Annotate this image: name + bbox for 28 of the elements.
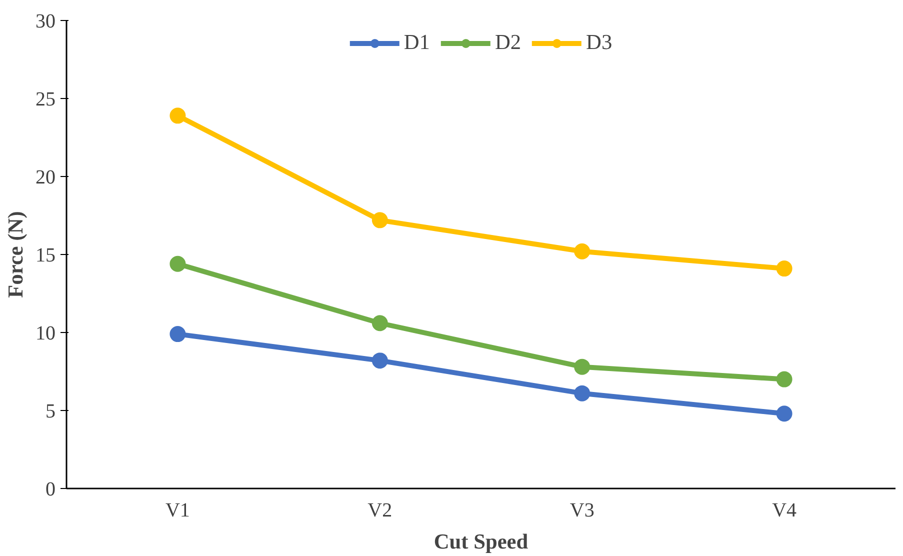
x-axis-title: Cut Speed xyxy=(434,530,528,554)
y-axis-title: Force (N) xyxy=(4,211,28,298)
y-tick-label: 5 xyxy=(46,400,56,422)
x-tick-label: V2 xyxy=(368,500,392,522)
y-tick-label: 15 xyxy=(36,244,56,266)
point xyxy=(574,243,590,260)
point xyxy=(170,326,186,342)
point xyxy=(170,256,186,272)
point xyxy=(776,371,792,388)
point xyxy=(574,358,590,375)
legend-label: D2 xyxy=(494,30,522,55)
legend-label: D1 xyxy=(404,30,430,55)
y-tick-label: 20 xyxy=(36,166,56,188)
y-tick-label: 25 xyxy=(36,88,56,110)
y-tick-label: 0 xyxy=(46,478,56,500)
x-tick-label: V1 xyxy=(165,500,190,522)
point xyxy=(776,260,792,277)
point xyxy=(776,406,792,422)
point xyxy=(170,108,186,124)
point xyxy=(372,212,388,228)
point xyxy=(372,352,388,369)
point xyxy=(372,315,388,332)
x-tick-label: V3 xyxy=(570,500,594,522)
legend-label: D3 xyxy=(586,30,612,55)
y-tick-label: 10 xyxy=(36,322,56,344)
y-tick-label: 30 xyxy=(36,10,56,32)
point xyxy=(574,385,590,402)
x-tick-label: V4 xyxy=(772,500,797,522)
